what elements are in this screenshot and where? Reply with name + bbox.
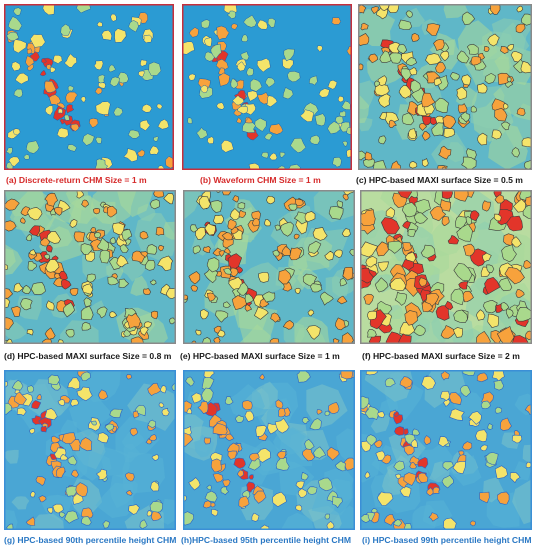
canopy-height-map-g <box>4 370 176 530</box>
canopy-height-map-e <box>183 190 355 344</box>
canopy-height-map-b <box>182 4 352 170</box>
canopy-height-map-a <box>4 4 174 170</box>
caption-c: (c) HPC-based MAXI surface Size = 0.5 m <box>356 175 523 185</box>
caption-g: (g) HPC-based 90th percentile height CHM <box>4 535 177 545</box>
panel-i <box>360 370 532 530</box>
caption-e: (e) HPC-based MAXI surface Size = 1 m <box>180 351 340 361</box>
caption-a: (a) Discrete-return CHM Size = 1 m <box>6 175 147 185</box>
caption-h: (h)HPC-based 95th percentile height CHM <box>181 535 351 545</box>
canopy-height-map-i <box>360 370 532 530</box>
panel-d <box>4 190 176 344</box>
canopy-height-map-h <box>183 370 355 530</box>
panel-f <box>360 190 532 344</box>
panel-a <box>4 4 174 170</box>
panel-h <box>183 370 355 530</box>
panel-b <box>182 4 352 170</box>
canopy-height-map-f <box>360 190 532 344</box>
canopy-height-map-c <box>358 4 532 170</box>
caption-f: (f) HPC-based MAXI surface Size = 2 m <box>362 351 520 361</box>
panel-c <box>358 4 532 170</box>
caption-i: (i) HPC-based 99th percentile height CHM <box>362 535 532 545</box>
panel-g <box>4 370 176 530</box>
panel-e <box>183 190 355 344</box>
canopy-height-map-d <box>4 190 176 344</box>
caption-d: (d) HPC-based MAXI surface Size = 0.8 m <box>4 351 172 361</box>
caption-b: (b) Waveform CHM Size = 1 m <box>200 175 321 185</box>
